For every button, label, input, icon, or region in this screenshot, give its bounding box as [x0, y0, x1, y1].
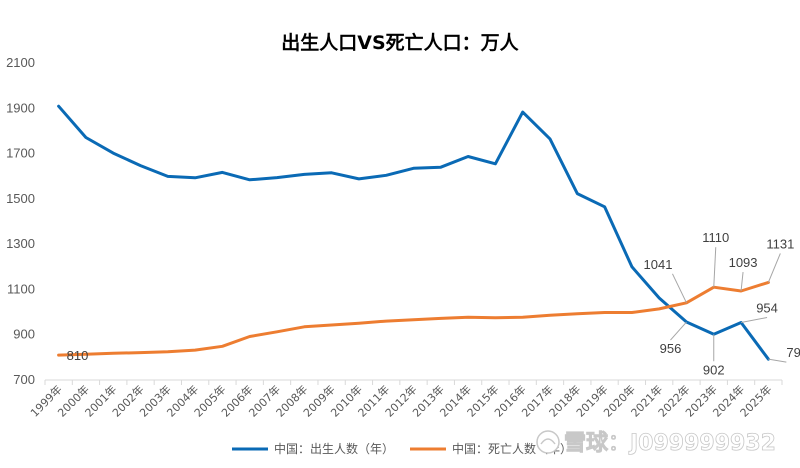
data-label: 1093: [729, 255, 758, 270]
leader-line: [713, 247, 717, 288]
leader-line: [740, 316, 768, 323]
data-label: 810: [67, 348, 89, 363]
y-axis: 700 900 1100 1300 1500 1700 1900 2100: [6, 55, 35, 387]
y-tick-label: 2100: [6, 55, 35, 70]
y-tick-label: 1700: [6, 146, 35, 161]
snowball-logo-icon: [536, 430, 560, 454]
legend-label-births: 中国：出生人数（年）: [274, 441, 394, 456]
y-tick-label: 900: [13, 327, 35, 342]
leader-line: [670, 321, 687, 341]
data-label: 902: [703, 362, 725, 377]
watermark: 雪球：J099999932: [536, 430, 776, 456]
chart-title: 出生人口VS死亡人口：万人: [281, 31, 519, 54]
watermark-text: 雪球：J099999932: [564, 431, 776, 456]
series-layer: [57, 104, 770, 361]
y-tick-label: 1300: [6, 236, 35, 251]
leader-line: [672, 273, 687, 304]
y-tick-label: 1500: [6, 191, 35, 206]
data-label: 1131: [766, 236, 794, 251]
data-label: 954: [756, 300, 778, 315]
leader-line: [768, 358, 787, 363]
legend: 中国：出生人数（年） 中国：死亡人数（年）: [232, 441, 572, 456]
x-axis: 1999年2000年2001年2002年2003年2004年2005年2006年…: [27, 379, 783, 420]
leader-line: [740, 271, 744, 292]
data-label: 792: [786, 345, 800, 360]
y-tick-label: 1100: [7, 281, 35, 296]
data-label: 1041: [644, 257, 673, 272]
leader-line: [767, 253, 781, 283]
series-line-births: [57, 104, 770, 361]
data-label: 1110: [702, 230, 729, 245]
y-tick-label: 1900: [6, 100, 35, 115]
data-label: 956: [660, 341, 682, 356]
y-tick-label: 700: [13, 372, 35, 387]
series-line-deaths: [57, 280, 770, 357]
